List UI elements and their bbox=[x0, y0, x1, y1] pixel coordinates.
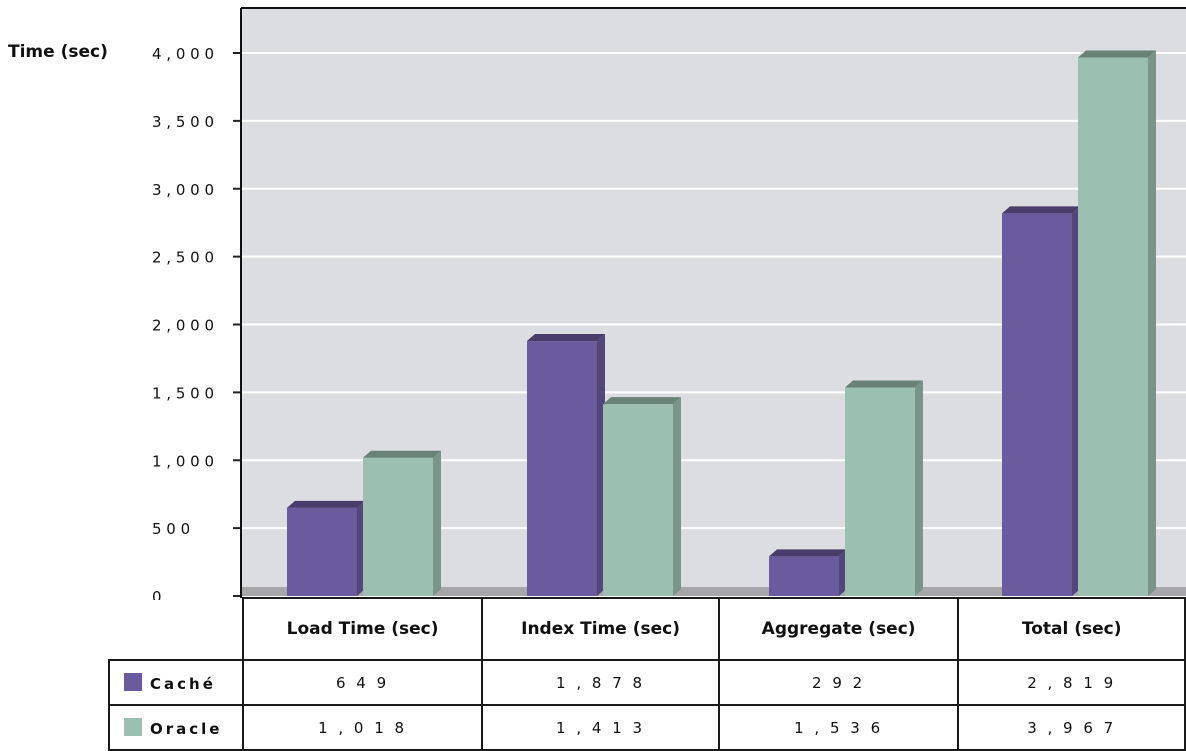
data-cell: 2 9 2 bbox=[717, 659, 960, 706]
data-cell: 1 , 8 7 8 bbox=[481, 659, 720, 706]
data-cell: 1 , 4 1 3 bbox=[481, 704, 720, 751]
data-cell: 6 4 9 bbox=[241, 659, 484, 706]
bar bbox=[363, 457, 433, 596]
bar bbox=[1002, 213, 1072, 597]
legend-swatch-cache bbox=[124, 672, 142, 691]
chart-plot-area: 0 5 0 0 1 , 0 0 0 1 , 5 0 0 2 , 0 0 0 2 , 5 0… bbox=[152, 7, 1186, 600]
bar-top bbox=[287, 500, 365, 508]
category-label: Aggregate (sec) bbox=[717, 597, 960, 661]
y-axis-title: Time (sec) bbox=[8, 42, 108, 62]
legend-entry-cache: Caché bbox=[108, 659, 244, 706]
plot-floor bbox=[241, 587, 1186, 596]
data-table-corner bbox=[109, 598, 243, 660]
data-cell: 3 , 9 6 7 bbox=[957, 704, 1186, 751]
data-table-row-oracle: Oracle 1 , 0 1 8 1 , 4 1 3 1 , 5 3 6 3 ,… bbox=[108, 704, 1186, 751]
bar-side bbox=[1148, 50, 1156, 597]
bar-side bbox=[673, 397, 681, 596]
y-tick-label: 0 bbox=[152, 588, 162, 600]
data-table: Load Time (sec) Index Time (sec) Aggrega… bbox=[108, 597, 1186, 751]
bar-top bbox=[769, 549, 847, 557]
category-label: Total (sec) bbox=[957, 597, 1186, 661]
bar-top bbox=[1078, 50, 1156, 58]
bar-top bbox=[527, 334, 605, 342]
data-table-header-row: Load Time (sec) Index Time (sec) Aggrega… bbox=[109, 597, 1186, 661]
bar-side bbox=[433, 450, 441, 596]
data-cell: 1 , 0 1 8 bbox=[241, 704, 484, 751]
bar bbox=[287, 507, 357, 596]
bar bbox=[603, 404, 673, 596]
bar bbox=[1078, 57, 1148, 597]
bar-top bbox=[363, 450, 441, 458]
legend-label: Oracle bbox=[150, 719, 223, 738]
y-tick-label: 1 , 5 0 0 bbox=[152, 384, 214, 402]
legend-label: Caché bbox=[150, 674, 216, 693]
bar-top bbox=[603, 397, 681, 405]
bar bbox=[769, 556, 839, 596]
legend-entry-oracle: Oracle bbox=[108, 704, 244, 751]
category-label: Load Time (sec) bbox=[241, 597, 484, 661]
y-tick-label: 1 , 0 0 0 bbox=[152, 452, 214, 470]
category-label: Index Time (sec) bbox=[481, 597, 720, 661]
y-tick-label: 5 0 0 bbox=[152, 520, 190, 538]
bar-side bbox=[915, 380, 923, 596]
data-cell: 2 , 8 1 9 bbox=[957, 659, 1186, 706]
y-tick-label: 2 , 0 0 0 bbox=[152, 317, 214, 335]
legend-swatch-oracle bbox=[124, 717, 142, 736]
bar-top bbox=[845, 380, 923, 388]
bar bbox=[527, 341, 597, 596]
y-tick-label: 3 , 5 0 0 bbox=[152, 113, 214, 131]
bar-top bbox=[1002, 206, 1080, 214]
data-table-row-cache: Caché 6 4 9 1 , 8 7 8 2 9 2 2 , 8 1 9 bbox=[108, 659, 1186, 706]
y-tick-label: 4 , 0 0 0 bbox=[152, 45, 214, 63]
y-tick-label: 3 , 0 0 0 bbox=[152, 181, 214, 199]
bar bbox=[845, 387, 915, 596]
y-tick-label: 2 , 5 0 0 bbox=[152, 249, 214, 267]
data-cell: 1 , 5 3 6 bbox=[717, 704, 960, 751]
